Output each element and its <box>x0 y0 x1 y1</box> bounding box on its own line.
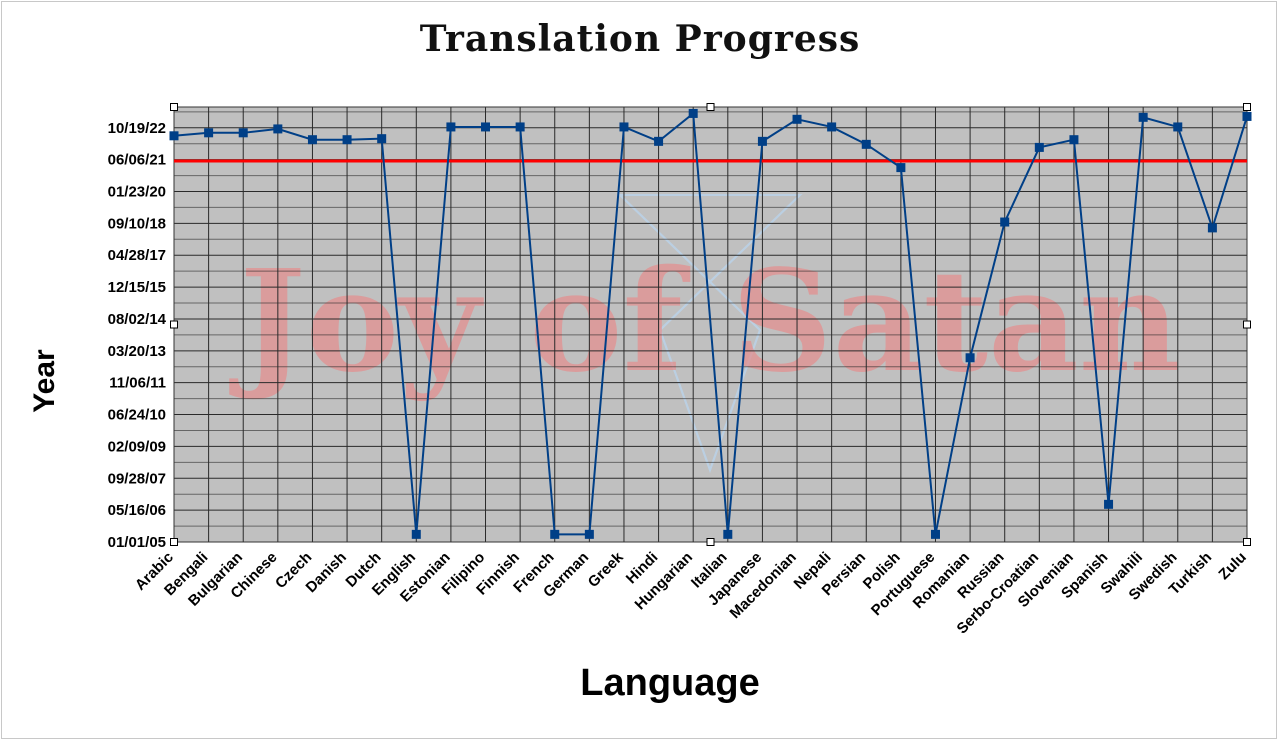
selection-handle <box>706 103 715 111</box>
y-tick-label: 09/10/18 <box>108 215 166 232</box>
data-point-marker <box>930 529 940 539</box>
selection-handle <box>706 538 715 546</box>
data-point-marker <box>307 135 317 145</box>
y-tick-label: 12/15/15 <box>108 279 166 296</box>
x-tick-label: Greek <box>585 548 628 591</box>
data-point-marker <box>861 139 871 149</box>
y-tick-label: 05/16/06 <box>108 502 166 519</box>
data-point-marker <box>204 128 214 138</box>
data-point-marker <box>1034 142 1044 152</box>
data-point-marker <box>1207 223 1217 233</box>
data-point-marker <box>654 136 664 146</box>
data-point-marker <box>515 122 525 132</box>
selection-handle <box>1243 320 1251 329</box>
data-point-marker <box>446 122 456 132</box>
data-point-marker <box>377 134 387 144</box>
data-point-marker <box>827 122 837 132</box>
y-tick-label: 09/28/07 <box>108 470 166 487</box>
data-point-marker <box>1138 112 1148 122</box>
data-point-marker <box>584 529 594 539</box>
y-tick-label: 08/02/14 <box>108 311 167 328</box>
data-point-marker <box>896 163 906 173</box>
selection-handle <box>1243 538 1251 546</box>
data-point-marker <box>1173 122 1183 132</box>
data-point-marker <box>273 124 283 134</box>
data-point-marker <box>342 135 352 145</box>
chart-title: Translation Progress <box>419 18 861 60</box>
data-point-marker <box>965 353 975 363</box>
watermark: Joy of Satan <box>228 194 1181 473</box>
y-tick-label: 06/24/10 <box>108 407 166 424</box>
y-tick-label: 11/06/11 <box>109 375 166 392</box>
data-point-marker <box>1242 111 1252 121</box>
watermark-text: Joy of Satan <box>228 240 1180 404</box>
selection-handle <box>170 538 178 546</box>
x-axis-label: Language <box>580 662 760 704</box>
selection-handle <box>170 103 178 111</box>
data-point-marker <box>481 122 491 132</box>
x-tick-label: Zulu <box>1215 549 1249 583</box>
watermark-emblem <box>617 194 803 473</box>
data-point-marker <box>757 136 767 146</box>
y-tick-label: 03/20/13 <box>108 343 166 360</box>
y-tick-label: 01/01/05 <box>108 534 166 551</box>
selection-handle <box>170 320 178 329</box>
y-tick-label: 01/23/20 <box>108 184 166 201</box>
data-point-marker <box>1000 217 1010 227</box>
data-point-marker <box>619 122 629 132</box>
data-point-marker <box>411 529 421 539</box>
data-point-marker <box>792 114 802 124</box>
y-tick-label: 10/19/22 <box>108 120 166 137</box>
y-tick-label: 02/09/09 <box>108 438 166 455</box>
data-point-marker <box>1104 499 1114 509</box>
data-point-marker <box>550 529 560 539</box>
data-point-marker <box>1069 135 1079 145</box>
data-point-marker <box>723 529 733 539</box>
y-tick-label: 06/06/21 <box>108 152 166 169</box>
series-line <box>173 111 1248 536</box>
y-tick-label: 04/28/17 <box>108 247 166 264</box>
data-point-marker <box>688 108 698 118</box>
data-point-marker <box>238 128 248 138</box>
watermark-star-shape <box>617 194 803 473</box>
data-point-marker <box>169 131 179 141</box>
selection-handle <box>1243 103 1251 111</box>
